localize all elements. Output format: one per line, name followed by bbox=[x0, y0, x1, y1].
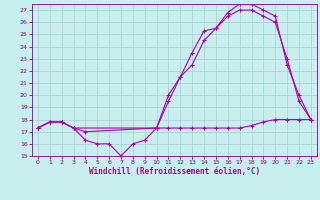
X-axis label: Windchill (Refroidissement éolien,°C): Windchill (Refroidissement éolien,°C) bbox=[89, 167, 260, 176]
